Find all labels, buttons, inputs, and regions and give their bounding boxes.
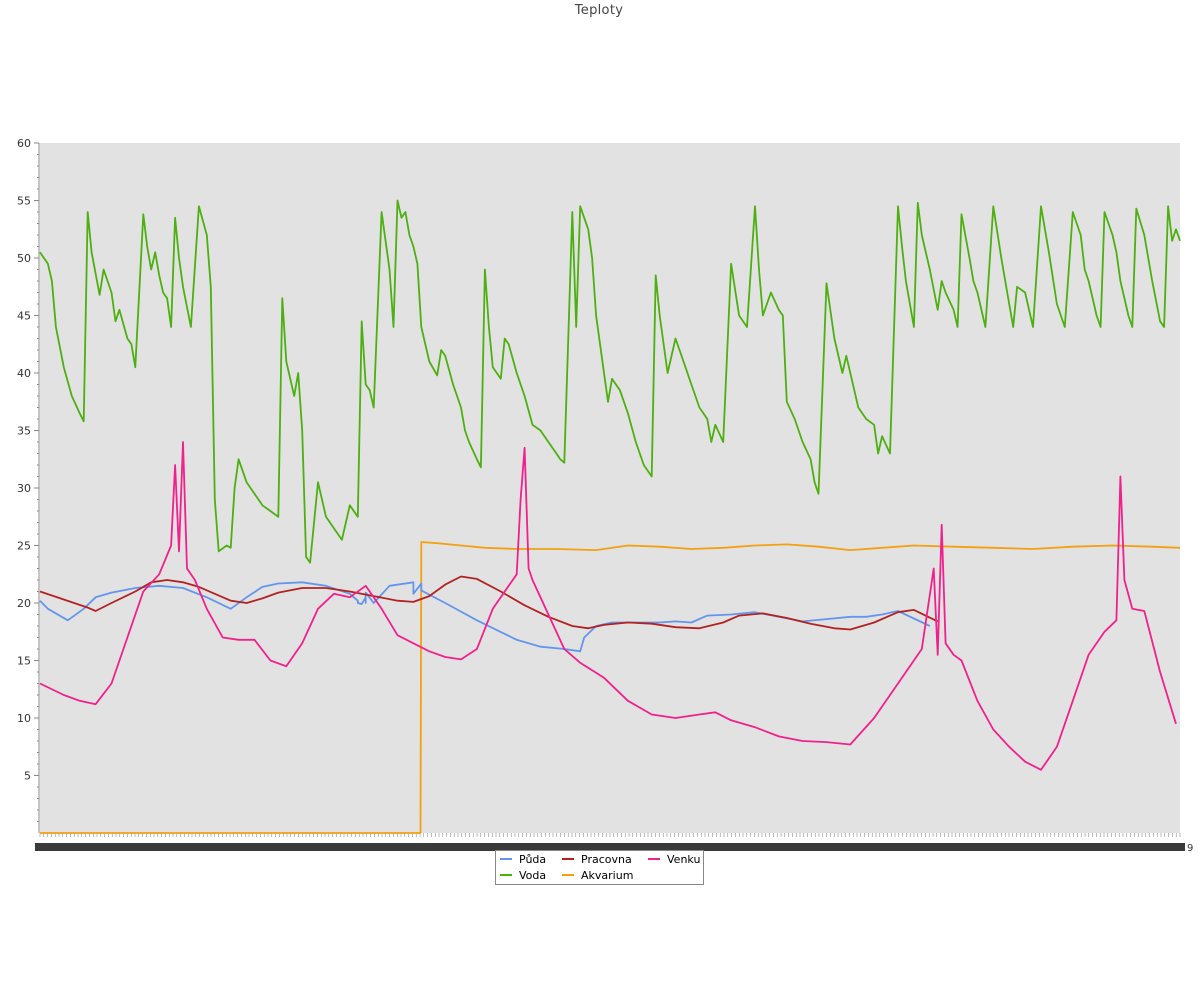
series-line-akvarium (40, 541, 1181, 834)
legend-swatch (562, 858, 574, 860)
legend-swatch (648, 858, 660, 860)
legend-label: Půda (519, 853, 547, 866)
legend-label: Venku (667, 853, 701, 866)
series-line-pracovna (39, 575, 939, 631)
y-tick-label: 45 (17, 310, 31, 323)
y-tick-label: 20 (17, 597, 31, 610)
y-tick-label: 50 (17, 252, 31, 265)
legend-swatch (500, 858, 512, 860)
series-layer (39, 199, 1181, 834)
plot-background (40, 143, 1180, 833)
legend-item-voda[interactable]: Voda (500, 869, 546, 882)
y-tick-label: 10 (17, 712, 31, 725)
x-tick-label: 9 (1187, 843, 1193, 854)
series-line-puda (39, 581, 931, 653)
legend-label: Voda (519, 869, 547, 882)
y-tick-label: 25 (17, 540, 31, 553)
legend-swatch (500, 874, 512, 876)
legend-item-akvarium[interactable]: Akvarium (562, 869, 633, 882)
series-line-voda (39, 199, 1181, 564)
x-tick-label-band (35, 843, 1185, 851)
y-tick-label: 40 (17, 367, 31, 380)
y-tick-label: 15 (17, 655, 31, 668)
series-line-venku (39, 441, 1177, 771)
y-axis: 5 10 15 20 25 30 35 40 45 50 55 60 (17, 137, 40, 833)
y-tick-label: 60 (17, 137, 31, 150)
legend-swatch (562, 874, 574, 876)
y-tick-label: 5 (24, 770, 31, 783)
legend-item-venku[interactable]: Venku (648, 853, 700, 866)
legend-label: Pracovna (581, 853, 632, 866)
legend: Půda Pracovna Venku Voda Akvarium (495, 850, 704, 885)
y-tick-label: 55 (17, 195, 31, 208)
y-tick-label: 35 (17, 425, 31, 438)
chart-title: Teploty (574, 3, 624, 18)
legend-item-pracovna[interactable]: Pracovna (562, 853, 632, 866)
legend-label: Akvarium (581, 869, 634, 882)
y-tick-label: 30 (17, 482, 31, 495)
legend-item-puda[interactable]: Půda (500, 853, 546, 866)
